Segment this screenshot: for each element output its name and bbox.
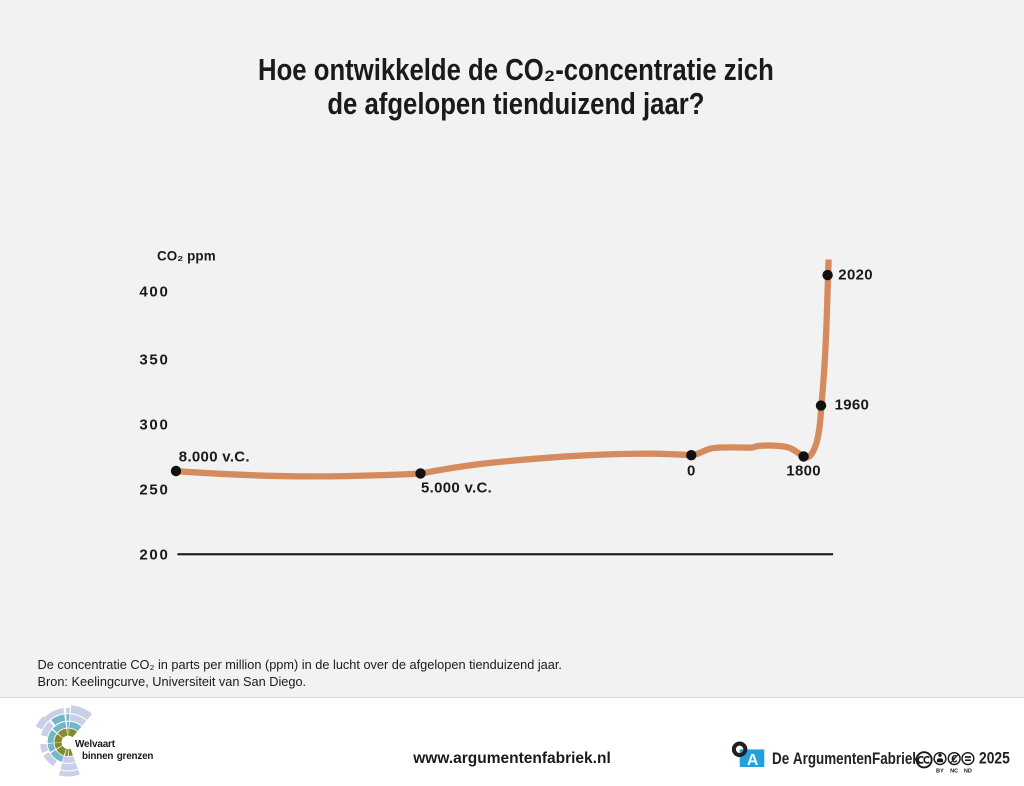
svg-text:ND: ND [964, 769, 972, 775]
svg-text:NC: NC [950, 769, 958, 775]
svg-text:BY: BY [936, 769, 944, 775]
svg-text:A: A [747, 752, 759, 769]
svg-text:€: € [951, 754, 957, 766]
